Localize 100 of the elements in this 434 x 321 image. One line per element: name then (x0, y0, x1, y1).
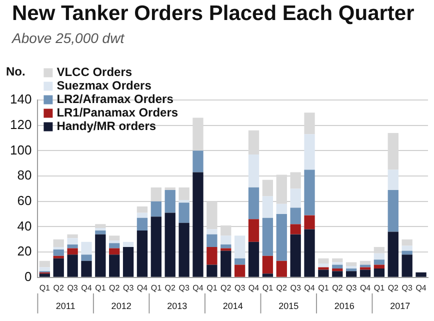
bar (109, 243, 120, 248)
bar (276, 214, 287, 261)
bar (346, 271, 357, 277)
x-tick-label: Q3 (234, 283, 246, 292)
bar (332, 264, 343, 269)
bar (304, 229, 315, 277)
x-tick-label: Q3 (346, 283, 358, 292)
bar (388, 232, 398, 277)
bar (220, 236, 232, 244)
bar (332, 258, 343, 262)
bar (109, 240, 120, 244)
bar (374, 264, 385, 269)
x-tick-label: Q4 (81, 283, 92, 292)
bar (192, 150, 204, 172)
bar (374, 268, 385, 277)
bar (178, 202, 190, 223)
y-tick-label: 120 (10, 116, 32, 132)
x-tick-label: Q1 (39, 283, 51, 292)
text: 2012 (111, 300, 132, 311)
bar (262, 196, 274, 218)
bar (109, 254, 120, 277)
bar (136, 218, 148, 231)
text: 2016 (334, 300, 354, 311)
bar (206, 246, 218, 265)
legend-label: LR1/Panamax Orders (56, 106, 178, 120)
bar (360, 260, 371, 265)
chart-title: New Tanker Orders Placed Each Quarter (12, 2, 414, 26)
y-tick-label: 20 (17, 244, 32, 259)
x-tick-label: Q2 (220, 283, 232, 292)
legend-label: LR2/Aframax Orders (56, 92, 174, 106)
bar (304, 170, 315, 216)
x-tick-label: Q1 (318, 283, 330, 292)
bar (164, 212, 176, 277)
bar (81, 242, 92, 255)
bar (304, 134, 315, 170)
bar (276, 260, 287, 277)
legend-label: Handy/MR orders (56, 119, 156, 134)
bar (53, 246, 64, 250)
bar (178, 200, 190, 203)
bar (39, 267, 50, 272)
bar (53, 239, 64, 247)
x-tick-label: Q1 (262, 283, 274, 292)
bar (332, 262, 343, 265)
x-tick-label: Q2 (332, 283, 344, 292)
x-tick-label: Q1 (95, 283, 106, 292)
bar (360, 270, 371, 277)
bar (374, 253, 385, 260)
y-tick-label: 0 (24, 268, 32, 284)
x-tick-label: Q2 (276, 283, 288, 292)
text: 2011 (56, 300, 76, 311)
bar (220, 248, 232, 251)
bar (67, 244, 78, 248)
bar (248, 219, 260, 242)
bar (290, 208, 301, 224)
y-tick-label: 140 (10, 92, 32, 107)
bar (346, 262, 357, 266)
x-tick-label: Q4 (136, 283, 148, 292)
bar (234, 236, 246, 258)
bar (290, 188, 301, 208)
x-tick-label: Q3 (402, 283, 413, 292)
bar (150, 216, 162, 277)
text: 2017 (390, 300, 410, 311)
bar (332, 271, 343, 277)
bar (290, 224, 301, 234)
bar (402, 254, 412, 277)
text: 2013 (167, 300, 188, 311)
legend-label: Suezmax Orders (56, 78, 152, 93)
bar (192, 172, 204, 277)
bar (95, 228, 106, 231)
bar (374, 260, 385, 265)
bar (234, 258, 246, 265)
bar (53, 250, 64, 256)
bar (206, 229, 218, 234)
x-tick-label: Q2 (388, 283, 400, 292)
bar (220, 244, 232, 248)
bar (262, 218, 274, 256)
bar (402, 246, 412, 251)
x-tick-label: Q4 (304, 283, 316, 292)
x-tick-label: Q4 (248, 283, 260, 292)
text: 2014 (222, 300, 243, 311)
x-tick-label: Q2 (109, 283, 120, 292)
bar (402, 239, 412, 246)
bar (67, 248, 78, 255)
y-tick-label: 100 (10, 142, 32, 158)
y-tick-label: 40 (17, 218, 32, 234)
y-axis-title: No. (6, 64, 26, 78)
bar (81, 254, 92, 261)
bar (402, 250, 412, 255)
x-tick-label: Q2 (164, 283, 176, 292)
bar (164, 187, 176, 190)
bar (67, 234, 78, 238)
x-tick-label: Q4 (416, 283, 427, 292)
x-tick-label: Q4 (192, 283, 204, 292)
bar (67, 254, 78, 277)
bar (318, 270, 329, 277)
bar (178, 187, 190, 200)
bar (318, 267, 329, 270)
bar (122, 246, 134, 277)
y-tick-label: 60 (17, 192, 32, 208)
bar (262, 180, 274, 196)
